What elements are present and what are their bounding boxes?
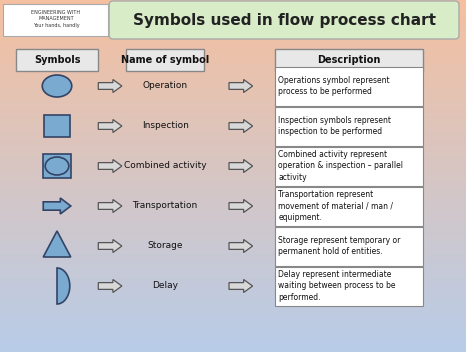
Polygon shape (98, 119, 122, 132)
FancyBboxPatch shape (275, 67, 423, 106)
Polygon shape (98, 239, 122, 252)
Polygon shape (229, 279, 253, 293)
Text: Transportation: Transportation (133, 201, 198, 210)
FancyBboxPatch shape (16, 49, 98, 71)
Polygon shape (57, 268, 70, 304)
Text: Storage represent temporary or
permanent hold of entities.: Storage represent temporary or permanent… (278, 236, 401, 256)
Polygon shape (229, 159, 253, 172)
Polygon shape (229, 200, 253, 213)
FancyBboxPatch shape (275, 266, 423, 306)
Polygon shape (98, 279, 122, 293)
Polygon shape (43, 198, 71, 214)
Polygon shape (43, 231, 71, 257)
Text: Combined activity: Combined activity (124, 162, 207, 170)
Polygon shape (229, 119, 253, 132)
FancyBboxPatch shape (44, 115, 70, 137)
Text: Storage: Storage (147, 241, 183, 251)
FancyBboxPatch shape (275, 146, 423, 186)
Text: Inspection symbols represent
inspection to be performed: Inspection symbols represent inspection … (278, 116, 391, 136)
Text: Operations symbol represent
process to be performed: Operations symbol represent process to b… (278, 76, 390, 96)
FancyBboxPatch shape (275, 226, 423, 265)
Polygon shape (229, 239, 253, 252)
Text: Transportation represent
movement of material / man /
equipment.: Transportation represent movement of mat… (278, 190, 393, 222)
FancyBboxPatch shape (275, 187, 423, 226)
Polygon shape (229, 80, 253, 93)
FancyBboxPatch shape (126, 49, 204, 71)
Polygon shape (98, 80, 122, 93)
Text: Description: Description (317, 55, 381, 65)
Text: Symbols: Symbols (34, 55, 80, 65)
Text: Operation: Operation (143, 82, 188, 90)
FancyBboxPatch shape (275, 107, 423, 145)
FancyBboxPatch shape (43, 154, 71, 178)
Text: Delay: Delay (152, 282, 178, 290)
Polygon shape (98, 159, 122, 172)
Text: Symbols used in flow process chart: Symbols used in flow process chart (133, 13, 436, 27)
Ellipse shape (45, 157, 69, 175)
Text: Delay represent intermediate
waiting between process to be
performed.: Delay represent intermediate waiting bet… (278, 270, 396, 302)
Ellipse shape (42, 75, 72, 97)
Text: Inspection: Inspection (142, 121, 189, 131)
Text: Name of symbol: Name of symbol (121, 55, 209, 65)
FancyBboxPatch shape (109, 1, 459, 39)
FancyBboxPatch shape (275, 49, 423, 71)
Polygon shape (98, 200, 122, 213)
Text: Combined activity represent
operation & inspection – parallel
activity: Combined activity represent operation & … (278, 150, 403, 182)
Text: ENGINEERING WITH
MANAGEMENT
Your hands, handly: ENGINEERING WITH MANAGEMENT Your hands, … (31, 10, 81, 28)
FancyBboxPatch shape (3, 4, 108, 36)
